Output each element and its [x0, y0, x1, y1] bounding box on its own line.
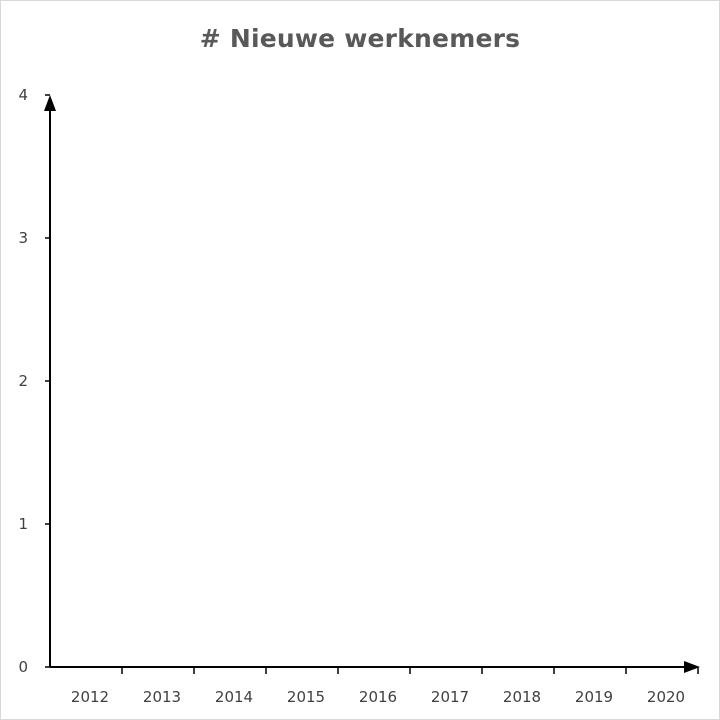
x-tick-label: 2016 — [359, 688, 397, 706]
x-axis: 2012 2013 2014 2015 2016 2017 2018 2019 2020 — [50, 661, 700, 706]
y-axis: 0 1 2 3 4 — [18, 86, 56, 676]
x-tick-label: 2018 — [503, 688, 541, 706]
x-tick-label: 2017 — [431, 688, 469, 706]
x-axis-arrow-icon — [684, 661, 700, 673]
x-tick-label: 2020 — [647, 688, 685, 706]
y-tick-label: 3 — [18, 229, 28, 247]
x-tick-label: 2015 — [287, 688, 325, 706]
x-tick-label: 2012 — [71, 688, 109, 706]
y-tick-label: 1 — [18, 515, 28, 533]
y-tick-label: 4 — [18, 86, 28, 104]
x-tick-label: 2014 — [215, 688, 253, 706]
y-tick-label: 0 — [18, 658, 28, 676]
chart-title: # Nieuwe werknemers — [199, 24, 521, 53]
y-tick-label: 2 — [18, 372, 28, 390]
x-tick-label: 2019 — [575, 688, 613, 706]
x-tick-label: 2013 — [143, 688, 181, 706]
y-axis-arrow-icon — [44, 95, 56, 111]
